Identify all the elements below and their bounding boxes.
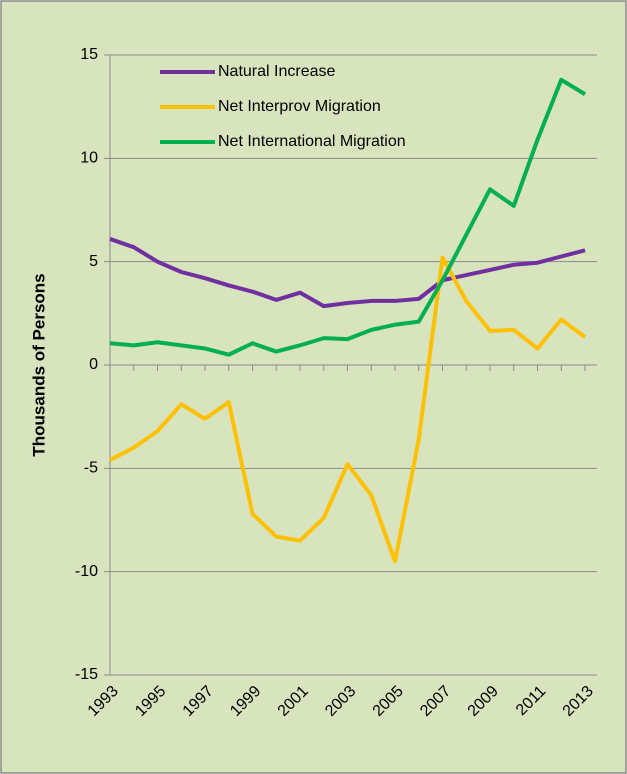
y-tick-label: -15: [75, 666, 98, 683]
legend-label: Net International Migration: [218, 133, 406, 150]
y-tick-label: 0: [89, 356, 98, 373]
y-tick-label: -5: [84, 460, 98, 477]
series-line: [109, 237, 586, 309]
series-line: [109, 255, 587, 564]
y-tick-label: 15: [80, 46, 98, 63]
y-tick-label: 5: [89, 253, 98, 270]
legend-label: Net Interprov Migration: [218, 98, 381, 115]
y-tick-label: -10: [75, 563, 98, 580]
y-axis-label: Thousands of Persons: [29, 273, 48, 456]
series-line: [109, 77, 587, 357]
legend-label: Natural Increase: [218, 63, 335, 80]
y-tick-label: 10: [80, 150, 98, 167]
